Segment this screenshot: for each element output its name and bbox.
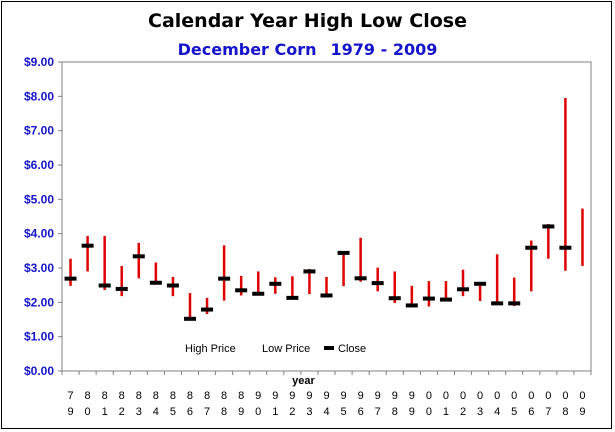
chart-title: Calendar Year High Low Close [148,10,467,32]
x-axis-label: year [292,375,315,387]
y-tick-label: $4.00 [24,227,54,241]
y-tick-label: $7.00 [24,124,54,138]
y-tick-label: $2.00 [24,295,54,309]
subtitle-commodity: December Corn [177,40,317,59]
legend-label-close: Close [338,343,366,355]
y-tick-label: $1.00 [24,330,54,344]
plot-area [61,61,592,372]
chart-legend: High Price Low Price Close [185,343,366,355]
subtitle-years: 1979 - 2009 [330,40,438,59]
legend-label-high: High Price [185,343,236,355]
y-tick-label: $0.00 [24,364,54,378]
y-tick-label: $3.00 [24,261,54,275]
y-tick-label: $9.00 [24,55,54,69]
y-tick-label: $8.00 [24,89,54,103]
legend-label-low: Low Price [262,343,310,355]
chart-subtitle: December Corn 1979 - 2009 [0,40,615,59]
y-tick-label: $6.00 [24,158,54,172]
y-tick-label: $5.00 [24,192,54,206]
